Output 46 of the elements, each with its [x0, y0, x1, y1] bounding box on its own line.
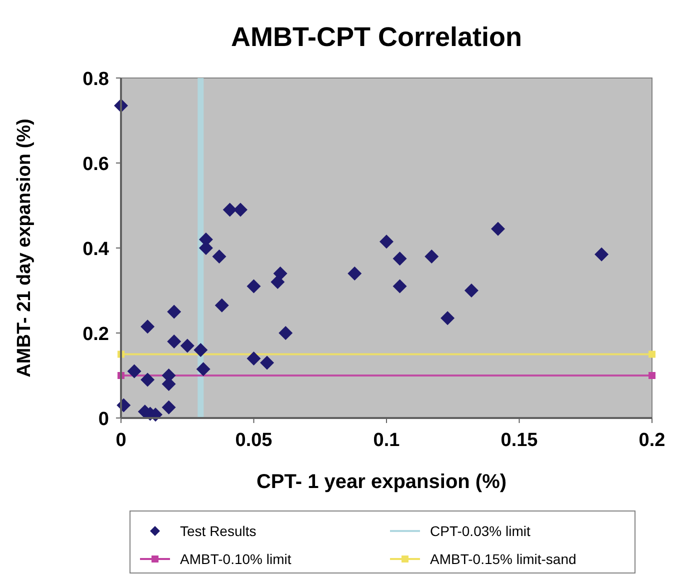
x-tick-label: 0 [116, 430, 126, 451]
point [194, 343, 208, 357]
y-tick-label: 0.8 [82, 69, 109, 90]
point [246, 352, 261, 366]
point [167, 334, 182, 348]
legend-label: AMBT-0.10% limit [180, 551, 292, 567]
point [648, 372, 656, 379]
point [222, 202, 237, 217]
point [424, 250, 439, 264]
point [180, 338, 194, 353]
point [392, 252, 407, 266]
y-axis-title: AMBT- 21 day expansion (%) [14, 118, 35, 378]
x-tick-label: 0.2 [638, 430, 666, 451]
point [140, 320, 155, 334]
point [260, 356, 274, 370]
legend-label: AMBT-0.15% limit-sand [430, 551, 576, 567]
point [233, 202, 248, 217]
x-tick-label: 0.05 [235, 430, 273, 451]
point [167, 304, 182, 319]
x-tick-label: 0.15 [500, 430, 538, 451]
point [594, 247, 609, 262]
point [392, 279, 407, 294]
point [348, 266, 362, 280]
legend-label: CPT-0.03% limit [430, 523, 530, 539]
point [162, 400, 176, 414]
point [140, 372, 155, 387]
point [246, 279, 261, 294]
chart-title: AMBT-CPT Correlation [230, 22, 522, 52]
x-axis-title: CPT- 1 year expansion (%) [256, 471, 507, 493]
point [380, 234, 394, 249]
y-tick-label: 0 [98, 409, 109, 430]
y-tick-label: 0.6 [82, 154, 109, 175]
point [214, 298, 229, 312]
legend-label: Test Results [180, 523, 256, 539]
point [278, 326, 293, 340]
point [270, 275, 285, 289]
y-tick-label: 0.4 [82, 239, 110, 260]
y-tick-label: 0.2 [82, 324, 109, 345]
x-tick-label: 0.1 [373, 430, 400, 451]
point [127, 364, 142, 378]
point [464, 284, 478, 298]
point [491, 222, 506, 236]
point [440, 311, 455, 326]
point [196, 362, 210, 376]
point [212, 250, 226, 264]
point [648, 350, 656, 358]
